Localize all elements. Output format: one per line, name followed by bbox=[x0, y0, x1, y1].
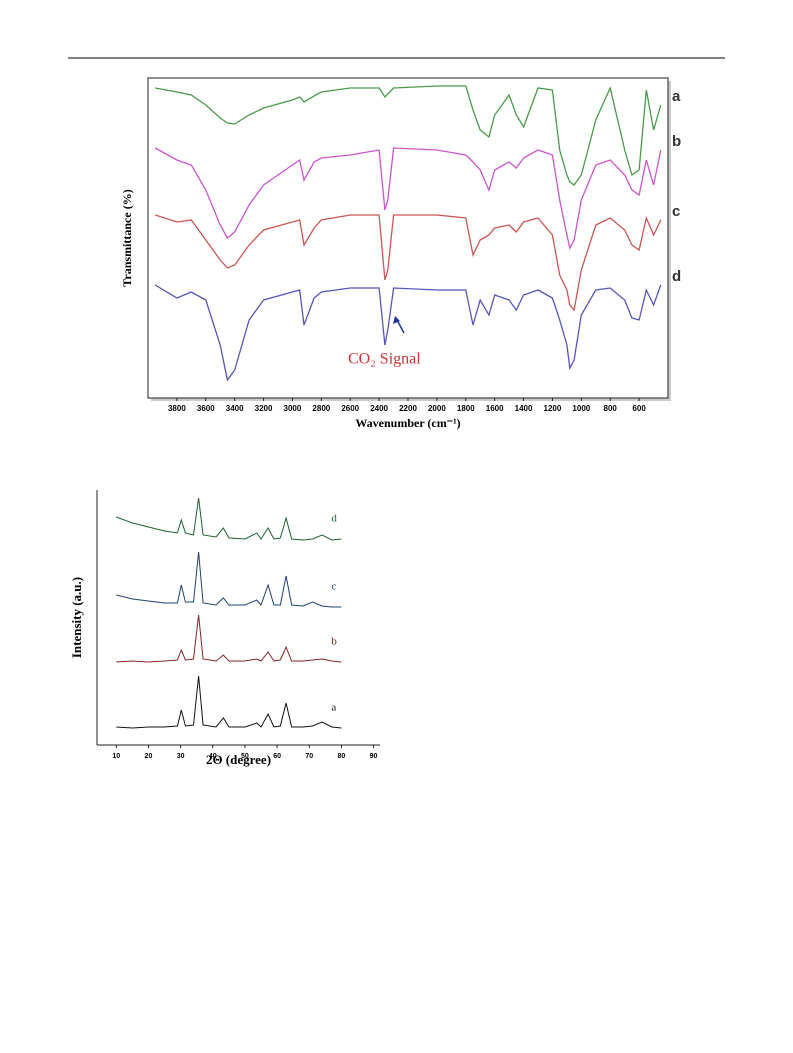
annotation-arrow bbox=[396, 319, 405, 334]
annotation: CO₂ Signal bbox=[348, 351, 421, 368]
x-tick-label: 800 bbox=[604, 404, 618, 413]
series-line bbox=[116, 675, 342, 729]
x-tick-label: 1800 bbox=[457, 404, 475, 413]
x-tick-label: 40 bbox=[209, 753, 217, 760]
x-tick-label: 1400 bbox=[515, 404, 533, 413]
x-tick-label: 1000 bbox=[572, 404, 590, 413]
series-label: a bbox=[331, 702, 336, 714]
series-line bbox=[155, 214, 662, 312]
x-tick-label: 2400 bbox=[370, 404, 388, 413]
x-tick-label: 90 bbox=[370, 753, 378, 760]
x-axis-label: 2Θ (degree) bbox=[206, 752, 271, 767]
x-tick-label: 60 bbox=[273, 753, 281, 760]
x-tick-label: 80 bbox=[338, 753, 346, 760]
x-tick-label: 50 bbox=[241, 753, 249, 760]
series-label: d bbox=[672, 268, 681, 285]
series-label: a bbox=[672, 88, 681, 105]
x-tick-label: 2000 bbox=[428, 404, 446, 413]
x-tick-label: 2600 bbox=[341, 404, 359, 413]
x-tick-label: 3000 bbox=[284, 404, 302, 413]
x-tick-label: 2200 bbox=[399, 404, 417, 413]
x-axis-label: Wavenumber (cm⁻¹) bbox=[355, 416, 460, 430]
series-line bbox=[154, 147, 662, 250]
series-line bbox=[116, 551, 342, 608]
x-tick-label: 1600 bbox=[486, 404, 504, 413]
series-line bbox=[155, 85, 662, 186]
x-tick-label: 30 bbox=[177, 753, 185, 760]
series-line bbox=[116, 614, 342, 663]
y-axis-label: Intensity (a.u.) bbox=[69, 577, 84, 658]
x-tick-label: 2800 bbox=[312, 404, 330, 413]
annotation-arrowhead bbox=[393, 316, 400, 324]
series-label: c bbox=[672, 203, 680, 220]
x-tick-label: 1200 bbox=[544, 404, 562, 413]
x-tick-label: 600 bbox=[632, 404, 646, 413]
y-axis-label: Transmittance (%) bbox=[120, 189, 134, 286]
x-tick-label: 3200 bbox=[255, 404, 273, 413]
x-tick-label: 3400 bbox=[226, 404, 244, 413]
x-tick-label: 3600 bbox=[197, 404, 215, 413]
x-tick-label: 3800 bbox=[168, 404, 186, 413]
series-label: b bbox=[331, 636, 337, 648]
x-tick-label: 10 bbox=[112, 753, 120, 760]
series-line bbox=[154, 284, 662, 382]
series-label: b bbox=[672, 133, 681, 150]
series-label: d bbox=[331, 513, 337, 525]
series-label: c bbox=[331, 581, 336, 593]
frame bbox=[147, 77, 669, 399]
series-line bbox=[116, 497, 342, 541]
x-tick-label: 20 bbox=[145, 753, 153, 760]
x-tick-label: 70 bbox=[305, 753, 313, 760]
